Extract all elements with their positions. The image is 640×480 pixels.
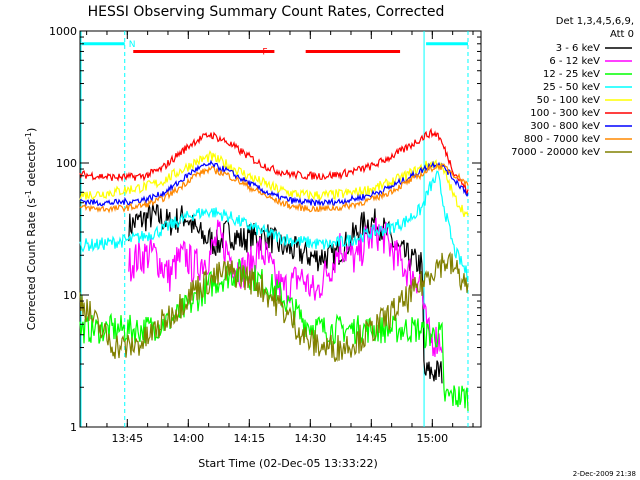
legend-header-line-1: Det 1,3,4,5,6,9, [556, 16, 634, 27]
y-tick-label-3: 1000 [49, 25, 77, 38]
series-line-1 [128, 217, 443, 357]
flag-bars: NF [82, 40, 468, 57]
legend-entry-label-1: 6 - 12 keV [549, 56, 600, 67]
x-tick-label-2: 14:15 [233, 432, 265, 445]
x-tick-label-4: 14:45 [355, 432, 387, 445]
plot-frame [79, 30, 482, 428]
legend-entries: 3 - 6 keV 6 - 12 keV 12 - 25 keV 25 - 50 ke… [511, 43, 632, 158]
series-line-8 [79, 251, 469, 362]
chart-title: HESSI Observing Summary Count Rates, Cor… [88, 4, 445, 20]
series-line-2 [79, 258, 469, 412]
legend-entry-label-4: 50 - 100 keV [537, 95, 601, 106]
x-axis-label: Start Time (02-Dec-05 13:33:22) [198, 457, 378, 470]
legend-header-line-2: Att 0 [610, 29, 634, 40]
x-tick-label-1: 14:00 [172, 432, 204, 445]
y-tick-label-2: 100 [56, 157, 77, 170]
night-flag-label: N [129, 40, 136, 50]
series-line-7 [79, 163, 469, 214]
series-line-5 [79, 127, 469, 196]
legend-entry-label-0: 3 - 6 keV [556, 43, 600, 54]
saa-markers [80, 31, 469, 427]
legend-entry-label-3: 25 - 50 keV [543, 82, 600, 93]
generation-timestamp: 2-Dec-2009 21:38 [573, 470, 636, 478]
flare-flag-label: F [262, 47, 267, 57]
x-tick-label-0: 13:45 [111, 432, 143, 445]
series-line-4 [79, 149, 469, 218]
y-tick-label-0: 1 [70, 421, 77, 434]
series-lines [79, 127, 469, 412]
legend-entry-label-5: 100 - 300 keV [530, 108, 600, 119]
legend-entry-label-7: 800 - 7000 keV [524, 134, 600, 145]
legend-entry-label-2: 12 - 25 keV [543, 69, 600, 80]
series-line-6 [79, 159, 469, 208]
legend: Det 1,3,4,5,6,9, Att 0 3 - 6 keV 6 - 12 k… [511, 16, 634, 158]
legend-entry-label-6: 300 - 800 keV [530, 121, 600, 132]
series-line-3 [79, 170, 469, 283]
y-tick-label-1: 10 [63, 289, 77, 302]
axes: 13:45 14:00 14:15 14:30 14:45 15:00 1 10 100 1000 [49, 25, 481, 445]
legend-entry-label-8: 7000 - 20000 keV [511, 147, 600, 158]
x-tick-label-3: 14:30 [294, 432, 326, 445]
x-tick-label-5: 15:00 [416, 432, 448, 445]
y-axis-label: Corrected Count Rate (s-1 detector-1) [24, 128, 38, 331]
